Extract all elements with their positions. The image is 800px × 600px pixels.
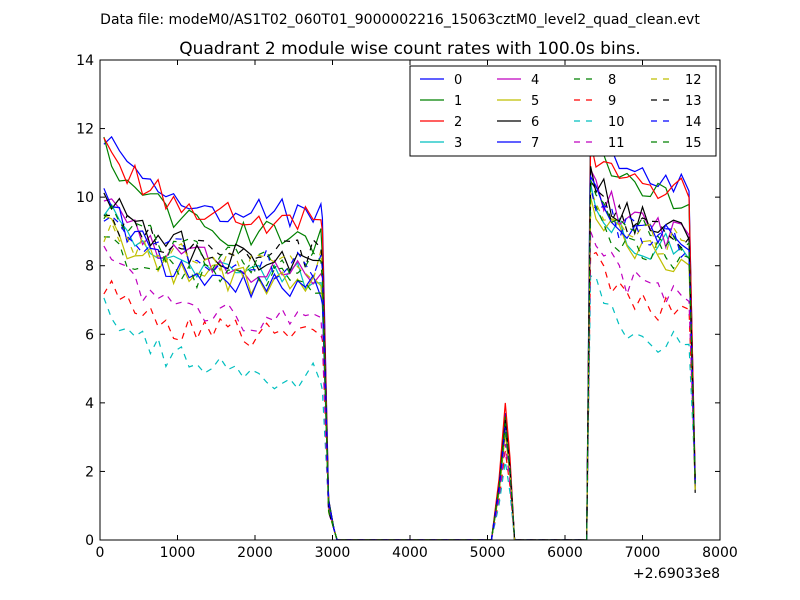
legend-label-7: 7 bbox=[531, 136, 539, 151]
y-tick-label: 12 bbox=[76, 122, 94, 138]
legend-label-8: 8 bbox=[608, 73, 616, 88]
series-line-10 bbox=[103, 275, 696, 540]
y-tick-label: 2 bbox=[85, 464, 94, 480]
y-tick-label: 0 bbox=[85, 533, 94, 549]
series-layer bbox=[103, 107, 696, 540]
y-tick-label: 6 bbox=[85, 327, 94, 343]
y-tick-label: 14 bbox=[76, 53, 94, 69]
series-line-3 bbox=[103, 183, 696, 540]
x-tick-label: 2000 bbox=[237, 545, 273, 561]
series-line-6 bbox=[103, 166, 696, 540]
series-line-13 bbox=[103, 177, 696, 540]
series-line-12 bbox=[103, 190, 696, 540]
series-line-9 bbox=[103, 251, 696, 540]
x-axis-offset-label: +2.69033e8 bbox=[633, 566, 720, 582]
y-tick-label: 10 bbox=[76, 190, 94, 206]
x-tick-label: 7000 bbox=[625, 545, 661, 561]
series-line-4 bbox=[103, 169, 696, 540]
series-line-1 bbox=[103, 128, 696, 540]
legend-label-4: 4 bbox=[531, 73, 539, 88]
axis-ticks: 0 1000 2000 3000 4000 5000 6000 7000 80000246810… bbox=[76, 53, 738, 561]
data-file-label: Data file: modeM0/AS1T02_060T01_90000022… bbox=[100, 12, 700, 28]
legend-label-9: 9 bbox=[608, 94, 616, 109]
legend-label-10: 10 bbox=[608, 115, 625, 130]
x-tick-label: 1000 bbox=[160, 545, 196, 561]
series-line-7 bbox=[103, 174, 696, 540]
series-line-8 bbox=[103, 205, 696, 540]
legend-label-2: 2 bbox=[454, 115, 462, 130]
series-line-15 bbox=[103, 179, 696, 540]
x-tick-label: 3000 bbox=[315, 545, 351, 561]
series-line-0 bbox=[103, 107, 696, 540]
legend-label-1: 1 bbox=[454, 94, 462, 109]
x-tick-label: 6000 bbox=[547, 545, 583, 561]
legend-box bbox=[409, 65, 717, 157]
x-tick-label: 5000 bbox=[470, 545, 506, 561]
legend-label-15: 15 bbox=[685, 136, 702, 151]
series-line-14 bbox=[103, 186, 696, 540]
legend-label-0: 0 bbox=[454, 73, 462, 88]
legend-label-3: 3 bbox=[454, 136, 462, 151]
x-tick-label: 8000 bbox=[702, 545, 738, 561]
series-line-2 bbox=[103, 137, 696, 540]
legend-label-13: 13 bbox=[685, 94, 702, 109]
legend-label-6: 6 bbox=[531, 115, 539, 130]
series-line-11 bbox=[103, 231, 696, 540]
chart-title: Quadrant 2 module wise count rates with … bbox=[179, 39, 640, 59]
legend-label-14: 14 bbox=[685, 115, 702, 130]
y-tick-label: 8 bbox=[85, 259, 94, 275]
series-line-5 bbox=[103, 196, 696, 540]
x-tick-label: 4000 bbox=[392, 545, 428, 561]
x-tick-label: 0 bbox=[96, 545, 105, 561]
legend-label-5: 5 bbox=[531, 94, 539, 109]
y-tick-label: 4 bbox=[85, 396, 94, 412]
legend-label-12: 12 bbox=[685, 73, 702, 88]
legend-label-11: 11 bbox=[608, 136, 625, 151]
